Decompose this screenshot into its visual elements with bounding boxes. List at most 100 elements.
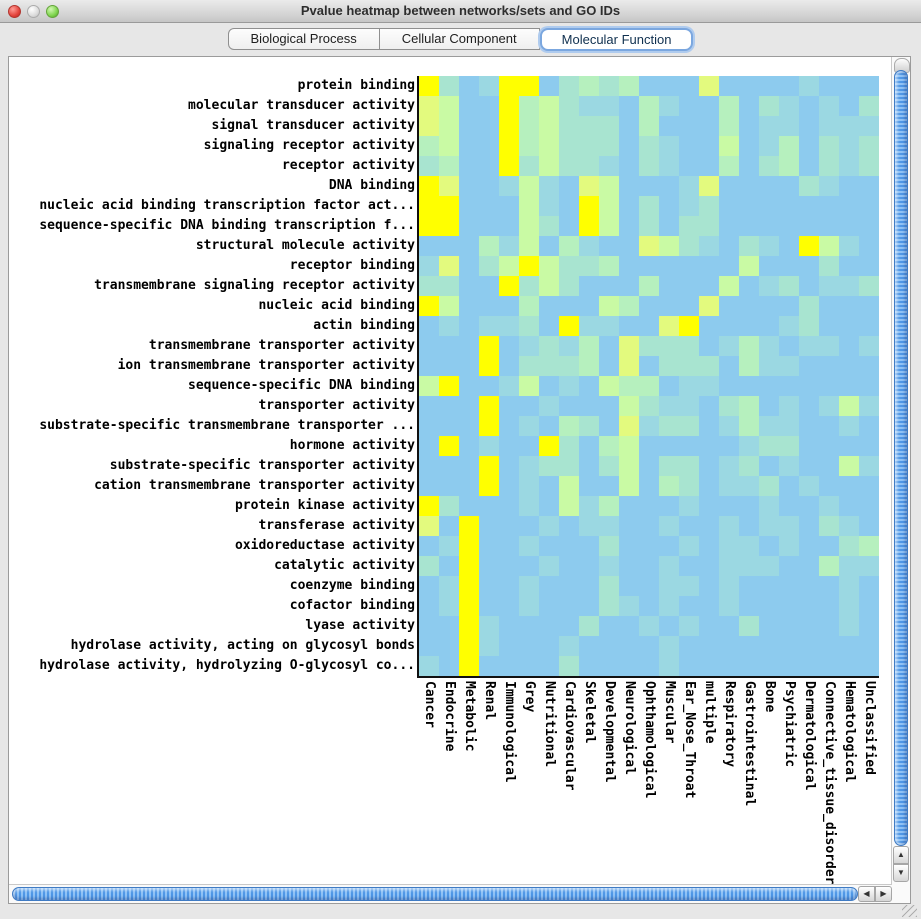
heatmap-cell	[759, 496, 779, 516]
heatmap-cell	[819, 176, 839, 196]
heatmap-cell	[599, 556, 619, 576]
heatmap-cell	[799, 236, 819, 256]
scroll-left-icon[interactable]: ◀	[858, 886, 875, 902]
heatmap-cell	[739, 556, 759, 576]
heatmap-row	[419, 476, 879, 496]
heatmap-cell	[859, 656, 879, 676]
heatmap-cell	[819, 216, 839, 236]
heatmap-cell	[679, 436, 699, 456]
heatmap-cell	[559, 476, 579, 496]
heatmap-cell	[759, 536, 779, 556]
minimize-button[interactable]	[27, 4, 40, 18]
heatmap-cell	[859, 256, 879, 276]
heatmap-cell	[759, 296, 779, 316]
scroll-down-icon[interactable]: ▼	[893, 864, 909, 882]
heatmap-cell	[859, 616, 879, 636]
vertical-scrollbar-thumb[interactable]	[894, 70, 908, 846]
heatmap-row	[419, 276, 879, 296]
heatmap-cell	[619, 236, 639, 256]
heatmap-cell	[499, 256, 519, 276]
heatmap-cell	[479, 336, 499, 356]
tab-biological-process[interactable]: Biological Process	[227, 28, 380, 50]
heatmap-cell	[739, 336, 759, 356]
heatmap-cell	[419, 656, 439, 676]
heatmap-cell	[559, 316, 579, 336]
zoom-button[interactable]	[46, 4, 59, 18]
heatmap-cell	[559, 516, 579, 536]
heatmap-cell	[479, 396, 499, 416]
heatmap-cell	[739, 256, 759, 276]
heatmap-cell	[619, 116, 639, 136]
heatmap-cell	[419, 136, 439, 156]
heatmap-cell	[719, 156, 739, 176]
close-button[interactable]	[8, 4, 21, 18]
heatmap-cell	[639, 576, 659, 596]
heatmap-cell	[539, 656, 559, 676]
heatmap-cell	[539, 556, 559, 576]
heatmap-cell	[699, 176, 719, 196]
heatmap-cell	[439, 236, 459, 256]
scroll-up-icon[interactable]: ▲	[893, 846, 909, 864]
column-label: Skeletal	[581, 681, 597, 744]
heatmap-cell	[439, 476, 459, 496]
horizontal-scrollbar[interactable]: ◀ ▶	[9, 884, 892, 903]
heatmap-cell	[839, 616, 859, 636]
heatmap-cell	[519, 456, 539, 476]
heatmap-cell	[419, 236, 439, 256]
heatmap-cell	[459, 536, 479, 556]
heatmap-cell	[719, 376, 739, 396]
tab-cellular-component[interactable]: Cellular Component	[379, 28, 540, 50]
heatmap-cell	[719, 196, 739, 216]
heatmap-cell	[739, 356, 759, 376]
heatmap-cell	[579, 376, 599, 396]
resize-grip-icon[interactable]	[902, 905, 917, 917]
heatmap-cell	[539, 156, 559, 176]
heatmap-cell	[619, 96, 639, 116]
heatmap-cell	[639, 396, 659, 416]
horizontal-scrollbar-thumb[interactable]	[12, 887, 858, 901]
heatmap-cell	[619, 596, 639, 616]
heatmap-cell	[699, 296, 719, 316]
heatmap-cell	[459, 256, 479, 276]
vertical-scrollbar[interactable]: ▲ ▼	[891, 57, 910, 903]
row-label: transmembrane signaling receptor activit…	[94, 278, 415, 293]
heatmap-cell	[679, 76, 699, 96]
row-label: ion transmembrane transporter activity	[117, 358, 415, 373]
heatmap-cell	[659, 456, 679, 476]
heatmap-cell	[779, 516, 799, 536]
heatmap-cell	[699, 436, 719, 456]
heatmap-cell	[839, 156, 859, 176]
heatmap-cell	[599, 596, 619, 616]
heatmap-cell	[659, 336, 679, 356]
heatmap-cell	[599, 156, 619, 176]
heatmap-cell	[759, 96, 779, 116]
heatmap-cell	[719, 456, 739, 476]
scroll-right-icon[interactable]: ▶	[875, 886, 892, 902]
title-bar: Pvalue heatmap between networks/sets and…	[0, 0, 921, 23]
heatmap-cell	[439, 416, 459, 436]
heatmap-cell	[599, 476, 619, 496]
heatmap-row	[419, 256, 879, 276]
heatmap-cell	[799, 416, 819, 436]
heatmap-cell	[459, 96, 479, 116]
heatmap-cell	[799, 516, 819, 536]
heatmap-cell	[479, 596, 499, 616]
heatmap-cell	[479, 556, 499, 576]
heatmap-cell	[619, 296, 639, 316]
heatmap-cell	[659, 116, 679, 136]
heatmap-cell	[719, 436, 739, 456]
heatmap-row	[419, 76, 879, 96]
heatmap-cell	[519, 576, 539, 596]
column-label: Respiratory	[721, 681, 737, 768]
heatmap-cell	[579, 556, 599, 576]
heatmap-cell	[559, 336, 579, 356]
heatmap-cell	[419, 116, 439, 136]
heatmap-cell	[699, 416, 719, 436]
heatmap-cell	[559, 96, 579, 116]
heatmap-cell	[679, 116, 699, 136]
heatmap-cell	[659, 176, 679, 196]
column-label: Renal	[481, 681, 497, 721]
heatmap-cell	[679, 536, 699, 556]
heatmap-cell	[659, 276, 679, 296]
tab-molecular-function[interactable]: Molecular Function	[539, 27, 694, 51]
